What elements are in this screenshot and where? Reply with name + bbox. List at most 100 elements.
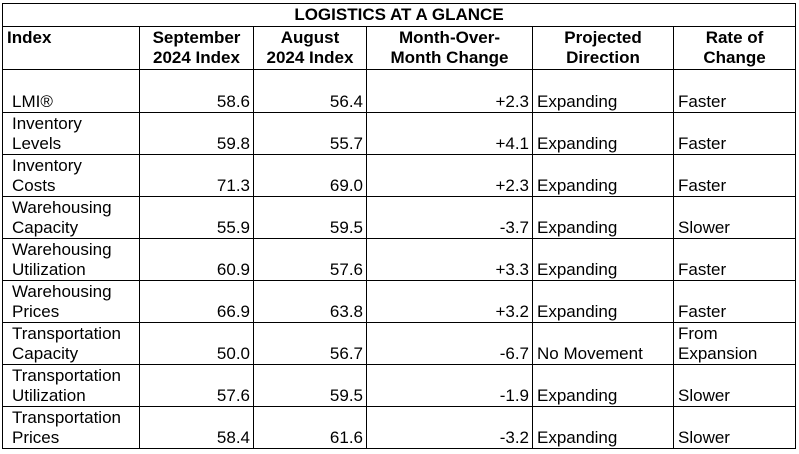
header-mom-change: Month-Over- Month Change: [366, 26, 533, 70]
projected-direction-value: Expanding: [532, 112, 674, 155]
header-september: September 2024 Index: [139, 26, 254, 70]
row-label-line2: Capacity: [12, 218, 79, 237]
row-label-line1: Transportation: [12, 366, 121, 385]
rate-line1: Faster: [678, 134, 727, 153]
header-august-line2: 2024 Index: [266, 48, 354, 67]
september-value: 60.9: [139, 238, 254, 281]
rate-of-change-value: Faster: [672, 112, 797, 155]
rate-of-change-value: Slower: [672, 364, 797, 407]
row-label-line2: Levels: [12, 134, 62, 153]
header-rate-line1: Rate of: [705, 28, 764, 47]
table-row: Warehousing Utilization 60.9 57.6 +3.3 Expand…: [2, 238, 797, 281]
row-index-label: Inventory Levels: [2, 112, 140, 155]
header-mom-line2: Month Change: [390, 48, 509, 67]
rate-of-change-value: Faster: [672, 238, 797, 281]
rate-line1: Slower: [678, 386, 730, 405]
mom-change-value: +2.3: [366, 154, 533, 197]
header-august: August 2024 Index: [253, 26, 367, 70]
rate-of-change-value: Faster: [672, 280, 797, 323]
august-value: 55.7: [253, 112, 367, 155]
logistics-table: LOGISTICS AT A GLANCE Index September 20…: [1, 3, 797, 449]
header-mom-line1: Month-Over-: [398, 28, 501, 47]
september-value: 57.6: [139, 364, 254, 407]
row-index-label: Warehousing Prices: [2, 280, 140, 323]
row-label-line2: Utilization: [12, 260, 86, 279]
august-value: 69.0: [253, 154, 367, 197]
august-value: 56.4: [253, 69, 367, 113]
table-row: LMI® 58.6 56.4 +2.3 Expanding Faster: [2, 69, 797, 113]
mom-change-value: -1.9: [366, 364, 533, 407]
row-label-line2: Capacity: [12, 344, 79, 363]
rate-of-change-value: From Expansion: [672, 322, 797, 365]
row-label-line1: Warehousing: [12, 240, 112, 259]
projected-direction-value: Expanding: [532, 154, 674, 197]
projected-direction-value: No Movement: [532, 322, 674, 365]
header-direction-line1: Projected: [564, 28, 642, 47]
august-value: 61.6: [253, 406, 367, 449]
projected-direction-value: Expanding: [532, 406, 674, 449]
header-index: Index: [2, 26, 140, 70]
rate-of-change-value: Faster: [672, 154, 797, 197]
september-value: 71.3: [139, 154, 254, 197]
august-value: 57.6: [253, 238, 367, 281]
row-label-line1: Transportation: [12, 324, 121, 343]
row-label-line1: Inventory: [12, 156, 82, 175]
rate-line1: Faster: [678, 260, 727, 279]
rate-line1: Faster: [678, 92, 727, 111]
mom-change-value: +2.3: [366, 69, 533, 113]
rate-line1: From: [678, 324, 718, 343]
header-september-line2: 2024 Index: [153, 48, 240, 67]
mom-change-value: +4.1: [366, 112, 533, 155]
row-index-label: LMI®: [2, 69, 140, 113]
august-value: 59.5: [253, 364, 367, 407]
august-value: 63.8: [253, 280, 367, 323]
mom-change-value: -3.2: [366, 406, 533, 449]
row-label-line2: Costs: [12, 176, 56, 195]
mom-change-value: +3.3: [366, 238, 533, 281]
header-rate-line2: Change: [703, 48, 766, 67]
september-value: 58.6: [139, 69, 254, 113]
row-label-line2: Prices: [12, 302, 60, 321]
projected-direction-value: Expanding: [532, 364, 674, 407]
projected-direction-value: Expanding: [532, 196, 674, 239]
rate-of-change-value: Slower: [672, 406, 797, 449]
rate-line1: Slower: [678, 218, 730, 237]
table-row: Transportation Capacity 50.0 56.7 -6.7 No Mov…: [2, 322, 797, 365]
row-index-label: Transportation Capacity: [2, 322, 140, 365]
table-row: Transportation Utilization 57.6 59.5 -1.9 Exp…: [2, 364, 797, 407]
row-label-line1: Inventory: [12, 114, 82, 133]
rate-of-change-value: Slower: [672, 196, 797, 239]
mom-change-value: -3.7: [366, 196, 533, 239]
header-direction-line2: Direction: [566, 48, 640, 67]
projected-direction-value: Expanding: [532, 69, 674, 113]
mom-change-value: +3.2: [366, 280, 533, 323]
header-september-line1: September: [152, 28, 241, 47]
row-index-label: Transportation Utilization: [2, 364, 140, 407]
rate-line1: Faster: [678, 176, 727, 195]
table-row: Warehousing Capacity 55.9 59.5 -3.7 Expanding…: [2, 196, 797, 239]
header-projected-direction: Projected Direction: [532, 26, 674, 70]
rate-line2: Expansion: [678, 344, 758, 363]
header-rate-of-change: Rate of Change: [672, 26, 797, 70]
row-label-line2: Prices: [12, 428, 60, 447]
row-index-label: Warehousing Capacity: [2, 196, 140, 239]
september-value: 55.9: [139, 196, 254, 239]
table-row: Transportation Prices 58.4 61.6 -3.2 Expandin…: [2, 406, 797, 449]
august-value: 59.5: [253, 196, 367, 239]
rate-of-change-value: Faster: [672, 69, 797, 113]
september-value: 66.9: [139, 280, 254, 323]
header-august-line1: August: [280, 28, 340, 47]
row-index-label: Warehousing Utilization: [2, 238, 140, 281]
august-value: 56.7: [253, 322, 367, 365]
row-label-line1: Warehousing: [12, 198, 112, 217]
table-row: Inventory Costs 71.3 69.0 +2.3 Expanding Faste…: [2, 154, 797, 197]
september-value: 50.0: [139, 322, 254, 365]
row-index-label: Inventory Costs: [2, 154, 140, 197]
mom-change-value: -6.7: [366, 322, 533, 365]
table-row: Inventory Levels 59.8 55.7 +4.1 Expanding Fast…: [2, 112, 797, 155]
row-label-line1: Transportation: [12, 408, 121, 427]
table-row: Warehousing Prices 66.9 63.8 +3.2 Expanding Fa…: [2, 280, 797, 323]
rate-line1: Faster: [678, 302, 727, 321]
september-value: 59.8: [139, 112, 254, 155]
row-label-line1: LMI®: [12, 92, 53, 111]
